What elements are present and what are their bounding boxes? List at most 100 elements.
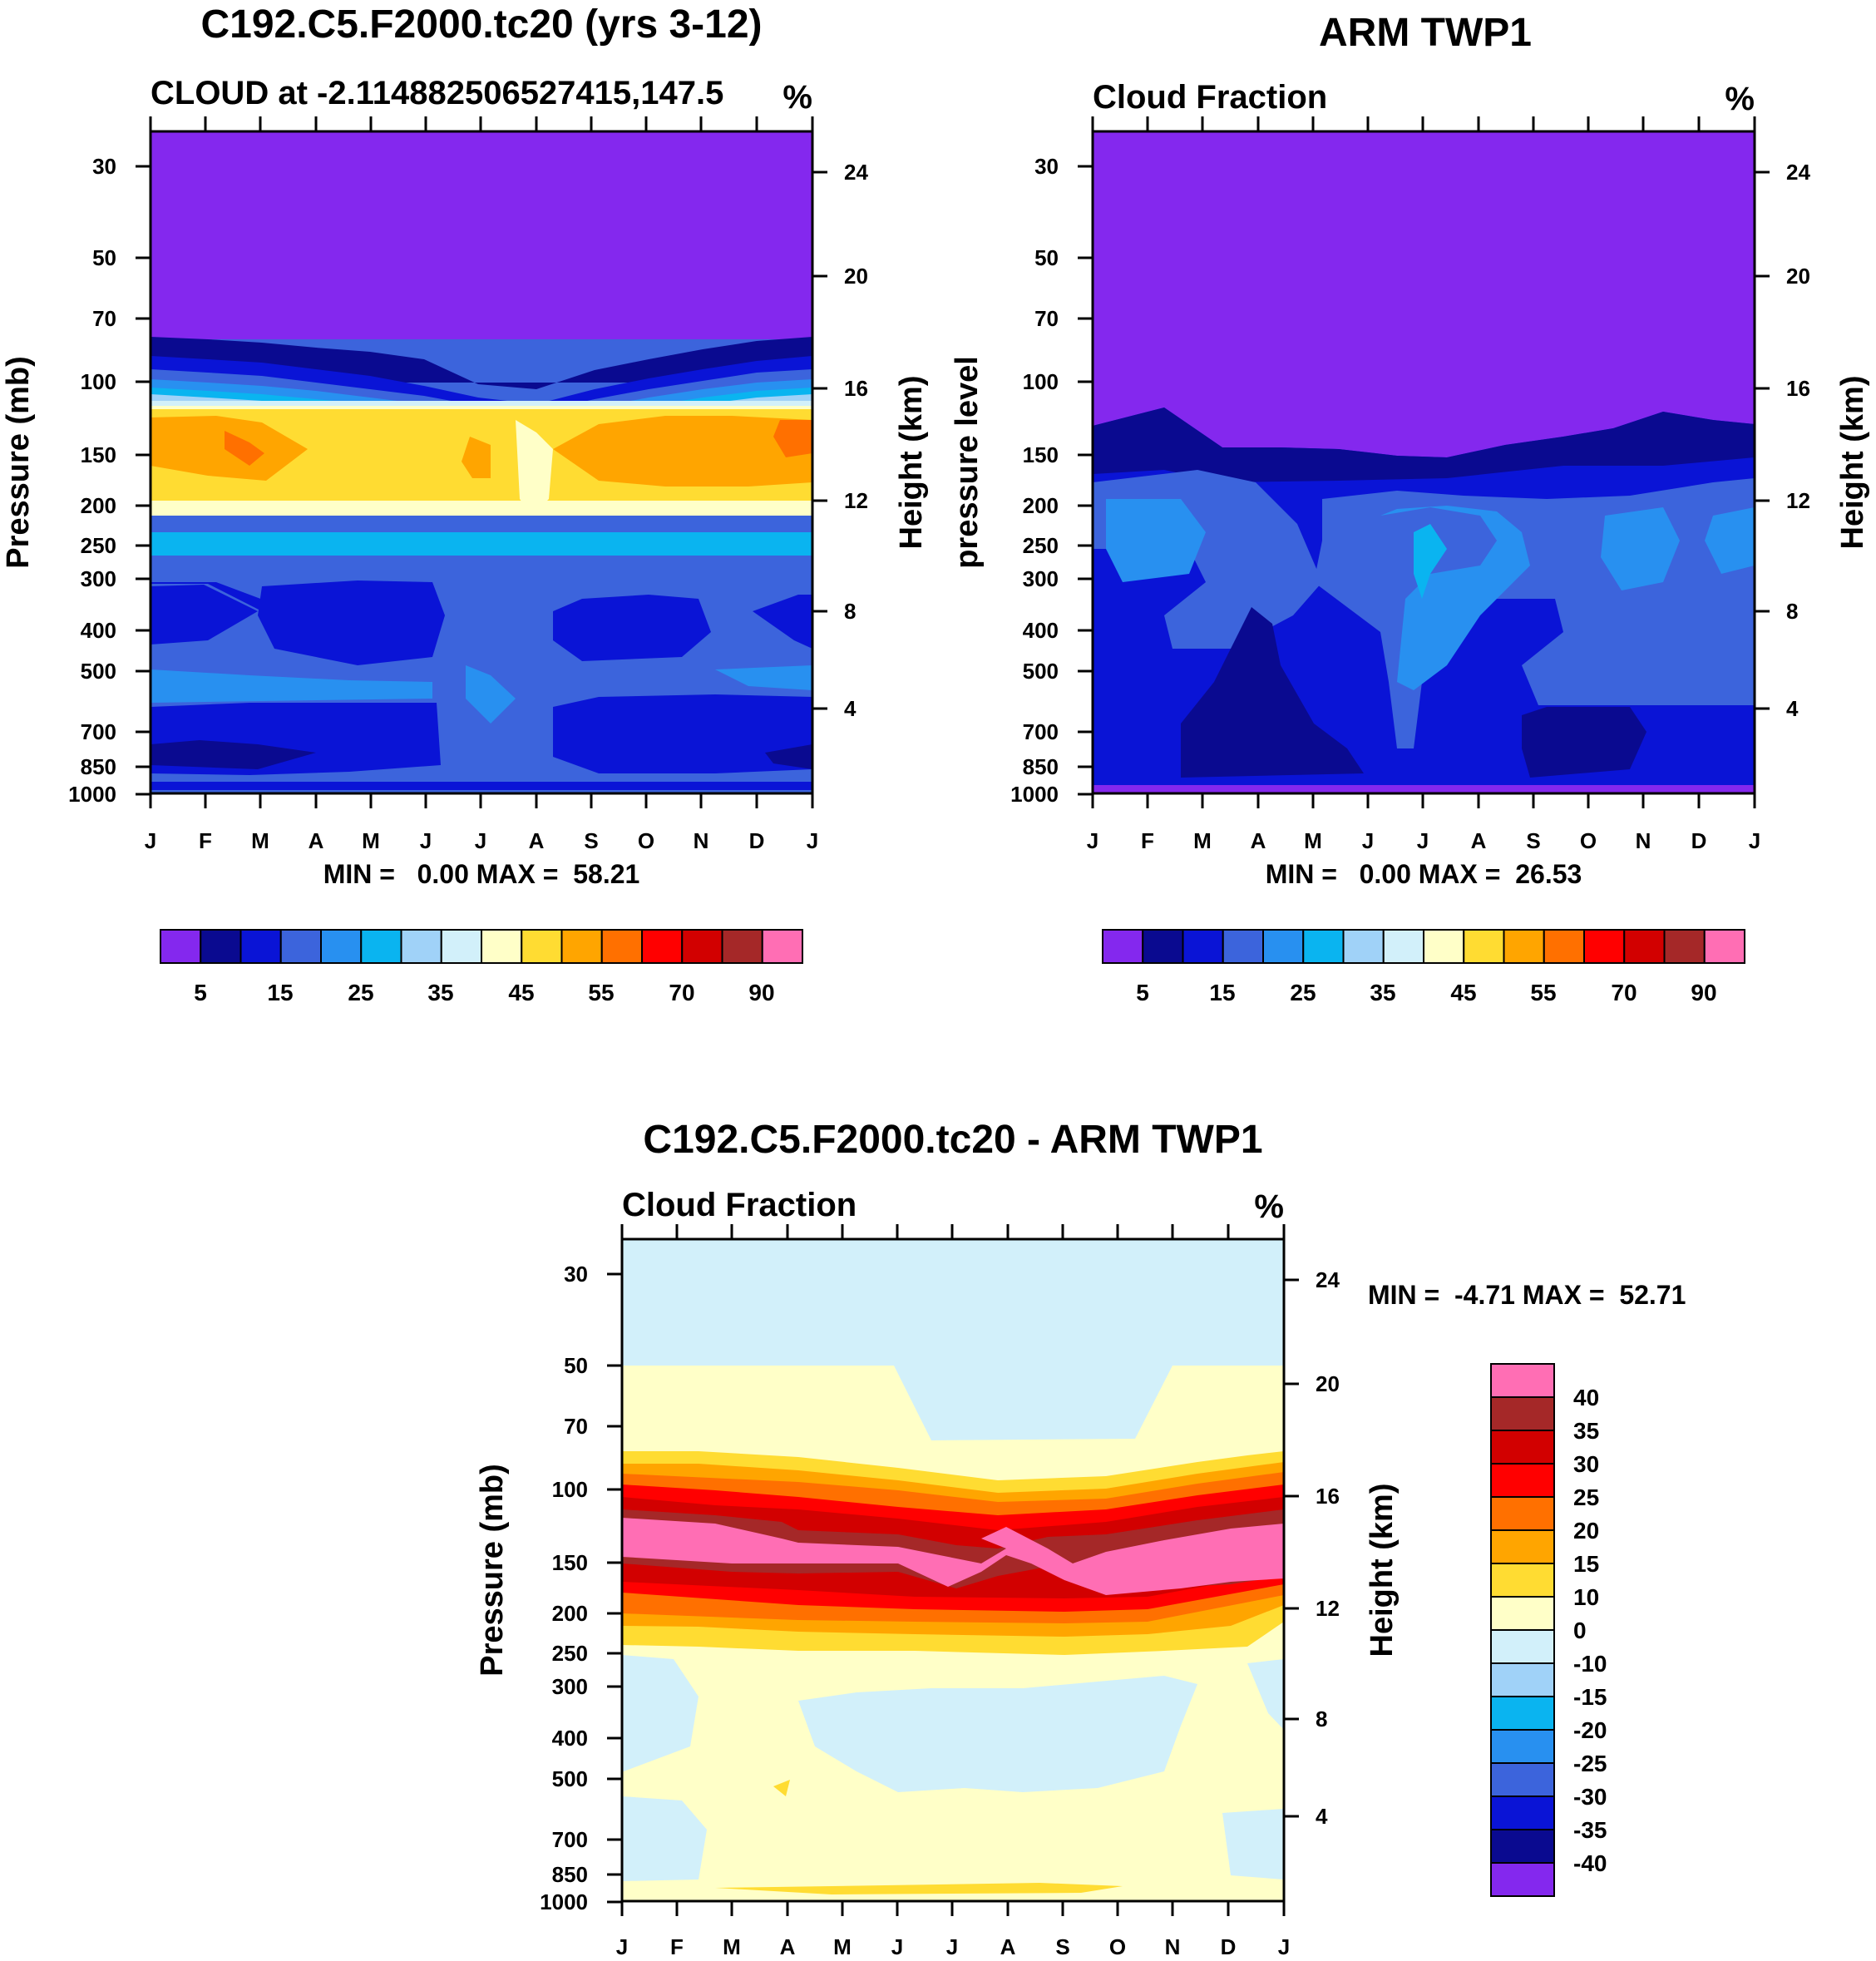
panel3-minmax: MIN = -4.71 MAX = 52.71 <box>1368 1280 1686 1310</box>
panel3-y-ticks <box>607 1272 1299 1904</box>
panel-difference: C192.C5.F2000.tc20 - ARM TWP1 Cloud Frac… <box>475 1118 1686 1959</box>
pressure-tick-label: 150 <box>81 442 116 467</box>
colorbar-label: 55 <box>588 980 614 1005</box>
x-tick-label: N <box>1636 828 1651 853</box>
panel-model: C192.C5.F2000.tc20 (yrs 3-12) CLOUD at -… <box>1 2 929 889</box>
pressure-tick-label: 700 <box>81 719 116 744</box>
panel1-x-tick-labels: J F M A M J J A S O N D J <box>145 828 818 853</box>
x-tick-label: J <box>807 828 818 853</box>
panel1-band-lower-blue <box>151 665 812 703</box>
colorbar-swatch <box>1490 1762 1555 1797</box>
panel2-title: ARM TWP1 <box>1319 11 1532 55</box>
colorbar-swatch <box>1182 929 1224 964</box>
colorbar-swatch <box>1142 929 1184 964</box>
panel2-x-ticks <box>1091 116 1756 808</box>
colorbar-swatch <box>320 929 363 964</box>
panel-observation: ARM TWP1 Cloud Fraction % J <box>950 11 1870 889</box>
colorbar-swatch <box>1302 929 1345 964</box>
colorbar-swatch <box>1423 929 1465 964</box>
height-tick-label: 8 <box>1316 1707 1327 1731</box>
pressure-tick-label: 250 <box>81 533 116 558</box>
panel1-band-lower-ridge <box>466 665 516 724</box>
colorbar-swatch <box>1382 929 1424 964</box>
x-tick-label: F <box>199 828 212 853</box>
x-tick-label: J <box>1417 828 1429 853</box>
colorbar-label: -25 <box>1573 1751 1607 1776</box>
colorbar-swatch <box>1490 1430 1555 1465</box>
panel2-band-low-dark <box>1181 607 1646 778</box>
colorbar-swatch <box>560 929 603 964</box>
x-tick-label: A <box>529 828 545 853</box>
colorbar-swatch <box>400 929 442 964</box>
colorbar-label: 55 <box>1530 980 1556 1005</box>
panel1-band-mid-2 <box>151 556 812 599</box>
x-tick-label: M <box>362 828 380 853</box>
pressure-tick-label: 1000 <box>540 1889 588 1914</box>
panel2-pressure-tick-labels: 30 50 70 100 150 200 250 300 400 500 700… <box>1010 154 1059 807</box>
colorbar-label: 25 <box>348 980 373 1005</box>
x-tick-label: A <box>1251 828 1266 853</box>
x-tick-label: O <box>1109 1934 1126 1959</box>
x-tick-label: J <box>946 1934 958 1959</box>
panel3-blip <box>773 1780 790 1796</box>
pressure-tick-label: 30 <box>92 154 116 179</box>
panel2-frame <box>1078 116 1770 808</box>
x-tick-label: S <box>1055 1934 1069 1959</box>
colorbar-difference-labels: 40 35 30 25 20 15 10 0 -10 -15 -20 -25 -… <box>1573 1385 1607 1876</box>
height-tick-label: 24 <box>1786 160 1810 185</box>
panel1-band-anvil-inner <box>151 416 812 487</box>
colorbar-label: 15 <box>1209 980 1235 1005</box>
x-tick-label: J <box>1278 1934 1290 1959</box>
height-tick-label: 24 <box>1316 1267 1340 1292</box>
colorbar-label: -30 <box>1573 1784 1607 1810</box>
colorbar-swatch <box>1490 1629 1555 1664</box>
colorbar-label: 90 <box>748 980 774 1005</box>
pressure-tick-label: 150 <box>1023 442 1059 467</box>
panel3-variable-label: Cloud Fraction <box>622 1187 857 1223</box>
panel1-y-axis-label: Pressure (mb) <box>1 356 36 569</box>
panel1-title: C192.C5.F2000.tc20 (yrs 3-12) <box>200 2 762 47</box>
colorbar-label: 25 <box>1290 980 1316 1005</box>
x-tick-label: M <box>1304 828 1322 853</box>
panel3-contour-fill <box>622 1239 1284 1901</box>
colorbar-label: -10 <box>1573 1651 1607 1677</box>
colorbar-swatch <box>761 929 803 964</box>
panel3-title: C192.C5.F2000.tc20 - ARM TWP1 <box>643 1118 1262 1162</box>
pressure-tick-label: 700 <box>1023 719 1059 744</box>
colorbar-label: 10 <box>1573 1584 1599 1610</box>
panel2-minmax: MIN = 0.00 MAX = 26.53 <box>1266 859 1582 889</box>
panel2-height-tick-labels: 24 20 16 12 8 4 <box>1786 160 1810 721</box>
panel1-pressure-tick-labels: 30 50 70 100 150 200 250 300 400 500 700… <box>68 154 116 807</box>
panel2-band-upper-dark <box>1093 408 1755 482</box>
colorbar-swatch <box>600 929 643 964</box>
panel2-contour-fill <box>1093 131 1755 793</box>
colorbar-label: 5 <box>194 980 207 1005</box>
x-tick-label: O <box>1580 828 1597 853</box>
colorbar-swatch <box>1490 1796 1555 1830</box>
pressure-tick-label: 300 <box>552 1674 588 1699</box>
panel1-band-bottom-dark <box>151 740 812 769</box>
colorbar-swatch <box>1262 929 1305 964</box>
colorbar-label: 15 <box>267 980 293 1005</box>
panel2-band-stratosphere <box>1093 131 1755 457</box>
colorbar-swatch <box>1623 929 1666 964</box>
x-tick-label: J <box>1749 828 1760 853</box>
height-tick-label: 12 <box>1316 1596 1340 1621</box>
x-tick-label: A <box>1471 828 1487 853</box>
colorbar-swatch <box>641 929 684 964</box>
x-tick-label: M <box>1193 828 1212 853</box>
colorbar-swatch <box>360 929 402 964</box>
colorbar-label: 35 <box>427 980 453 1005</box>
height-tick-label: 12 <box>1786 488 1810 513</box>
panel3-band-low-negative-left <box>622 1796 707 1881</box>
pressure-tick-label: 850 <box>81 754 116 779</box>
panel3-band-mid-negative-right <box>1247 1659 1284 1730</box>
x-tick-label: J <box>1087 828 1098 853</box>
colorbar-model-boxes <box>160 929 803 964</box>
panel3-height-tick-labels: 24 20 16 12 8 4 <box>1316 1267 1340 1829</box>
panel3-y-axis-label: Pressure (mb) <box>475 1464 510 1677</box>
colorbar-label: 20 <box>1573 1518 1599 1544</box>
colorbar-label: 30 <box>1573 1451 1599 1477</box>
colorbar-swatch <box>1490 1829 1555 1864</box>
panel1-band-anvil-gap <box>516 420 553 516</box>
